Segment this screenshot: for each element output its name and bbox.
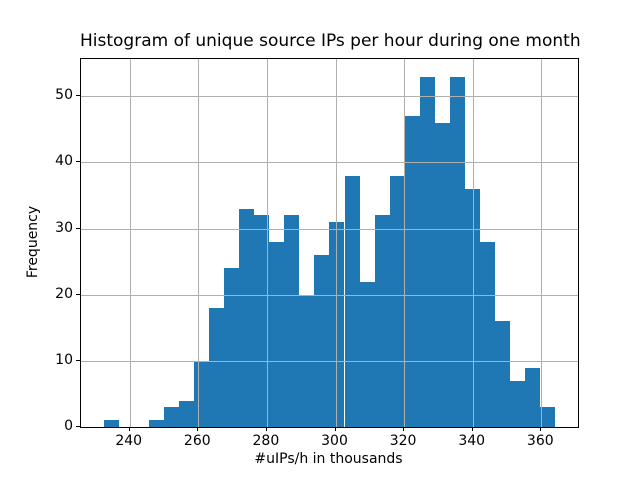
histogram-bar (525, 367, 541, 427)
histogram-bar (419, 76, 435, 427)
histogram-bar (178, 400, 194, 427)
gridline-vertical (472, 59, 474, 427)
x-tick-label: 360 (526, 433, 554, 449)
gridline-vertical (129, 59, 131, 427)
histogram-bar (449, 76, 465, 427)
histogram-bar (344, 175, 360, 427)
chart-title: Histogram of unique source IPs per hour … (80, 31, 581, 51)
y-tick-label: 40 (55, 153, 73, 170)
gridline-vertical (198, 59, 200, 427)
histogram-bar (163, 407, 179, 427)
histogram-bar (103, 420, 119, 427)
histogram-bar (209, 307, 225, 427)
y-tick-mark (76, 227, 80, 229)
y-tick-label: 30 (55, 219, 73, 236)
histogram-bar (404, 116, 420, 427)
x-axis-label: #uIPs/h in thousands (254, 451, 403, 467)
x-tick-mark (334, 427, 336, 431)
y-tick-mark (76, 161, 80, 163)
gridline-horizontal (81, 96, 578, 98)
y-tick-label: 10 (55, 351, 73, 368)
gridline-horizontal (81, 360, 578, 362)
gridline-horizontal (81, 228, 578, 230)
x-tick-mark (403, 427, 405, 431)
gridline-vertical (335, 59, 337, 427)
gridline-vertical (541, 59, 543, 427)
y-tick-label: 0 (64, 418, 73, 434)
histogram-bar (284, 215, 300, 427)
histogram-bar (254, 215, 270, 427)
x-tick-mark (197, 427, 199, 431)
histogram-bar (510, 380, 526, 427)
y-tick-mark (76, 359, 80, 361)
histogram-bar (193, 360, 209, 427)
histogram-bar (374, 215, 390, 427)
gridline-vertical (404, 59, 406, 427)
histogram-bar (239, 208, 255, 427)
y-tick-mark (76, 293, 80, 295)
x-tick-mark (540, 427, 542, 431)
x-tick-label: 340 (458, 433, 486, 449)
y-tick-mark (76, 95, 80, 97)
histogram-bar (540, 407, 556, 427)
histogram-bar (314, 255, 330, 427)
y-axis-label: Frequency (25, 205, 41, 279)
histogram-bar (479, 241, 496, 427)
x-tick-label: 320 (389, 433, 417, 449)
y-tick-mark (76, 426, 80, 427)
x-tick-label: 260 (183, 433, 211, 449)
gridline-vertical (266, 59, 268, 427)
x-tick-label: 300 (321, 433, 348, 449)
x-tick-label: 280 (252, 433, 280, 449)
x-tick-mark (471, 427, 473, 431)
y-tick-label: 20 (55, 285, 73, 302)
histogram-bar (434, 122, 450, 427)
x-tick-mark (128, 427, 130, 431)
histogram-bar (224, 268, 240, 427)
x-tick-mark (265, 427, 267, 431)
histogram-bar (148, 420, 164, 427)
histogram-bar (389, 175, 405, 427)
gridline-horizontal (81, 162, 578, 164)
histogram-bar (359, 281, 375, 427)
y-tick-label: 50 (55, 87, 73, 104)
plot-area (80, 58, 579, 428)
histogram-bar (329, 222, 345, 427)
histogram-bar (464, 188, 480, 427)
histogram-bar (269, 241, 285, 427)
x-tick-label: 240 (115, 433, 143, 449)
histogram-bar (495, 321, 511, 427)
gridline-horizontal (81, 294, 578, 296)
